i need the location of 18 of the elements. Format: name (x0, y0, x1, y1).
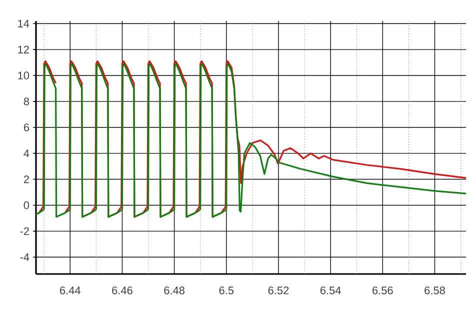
x-tick-label: 6.48 (164, 286, 184, 294)
y-tick-label: 14 (18, 20, 30, 28)
x-tick-label: 6.58 (424, 286, 445, 294)
x-tick-label: 6.5 (219, 286, 234, 294)
x-tick-label: 6.56 (372, 286, 393, 294)
x-tick-label: 6.46 (112, 286, 132, 294)
y-tick-label: -2 (20, 227, 29, 236)
x-tick-label: 6.44 (60, 286, 80, 294)
y-tick-label: 12 (18, 46, 29, 54)
y-tick-label: 10 (18, 72, 30, 80)
y-tick-label: 0 (24, 201, 30, 210)
y-tick-label: 2 (24, 175, 29, 184)
y-tick-label: 8 (24, 98, 29, 106)
y-tick-label: -4 (20, 253, 30, 261)
y-tick-label: 6 (24, 124, 29, 132)
x-tick-label: 6.52 (268, 286, 289, 294)
x-tick-label: 6.54 (320, 286, 341, 294)
y-tick-label: 4 (24, 150, 30, 158)
